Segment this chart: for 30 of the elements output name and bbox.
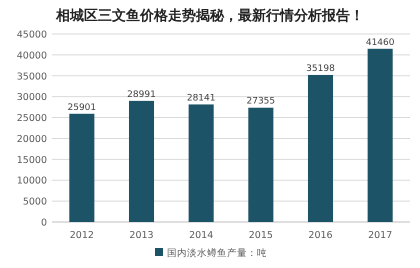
bar xyxy=(248,108,274,222)
data-label: 27355 xyxy=(246,96,276,107)
data-label: 35198 xyxy=(306,64,336,74)
data-label: 28991 xyxy=(127,90,156,100)
y-tick-label: 20000 xyxy=(16,134,47,145)
y-tick-label: 35000 xyxy=(16,71,47,82)
legend-label: 国内淡水鳟鱼产量：吨 xyxy=(167,247,267,259)
x-tick-label: 2012 xyxy=(70,230,94,241)
x-tick-label: 2015 xyxy=(248,230,273,241)
data-label: 28141 xyxy=(186,93,216,104)
bar xyxy=(128,100,154,222)
x-tick-label: 2016 xyxy=(308,230,333,241)
bar xyxy=(69,114,94,222)
bar xyxy=(188,104,214,222)
y-tick-label: 10000 xyxy=(16,176,47,187)
y-tick-label: 25000 xyxy=(16,113,47,124)
bar xyxy=(308,74,334,222)
x-tick-label: 2017 xyxy=(368,230,392,241)
y-tick-label: 15000 xyxy=(16,154,47,166)
chart-title: 相城区三文鱼价格走势揭秘，最新行情分析报告！ xyxy=(55,7,364,24)
y-tick-label: 40000 xyxy=(16,50,47,62)
bar xyxy=(368,48,393,222)
y-tick-label: 5000 xyxy=(22,196,47,208)
y-tick-label: 45000 xyxy=(16,30,47,40)
y-tick-label: 30000 xyxy=(16,92,47,104)
x-tick-label: 2013 xyxy=(129,230,154,241)
data-label: 41460 xyxy=(366,38,395,48)
y-tick-label: 0 xyxy=(40,218,47,228)
x-tick-label: 2014 xyxy=(189,230,214,241)
data-label: 25901 xyxy=(68,102,96,113)
